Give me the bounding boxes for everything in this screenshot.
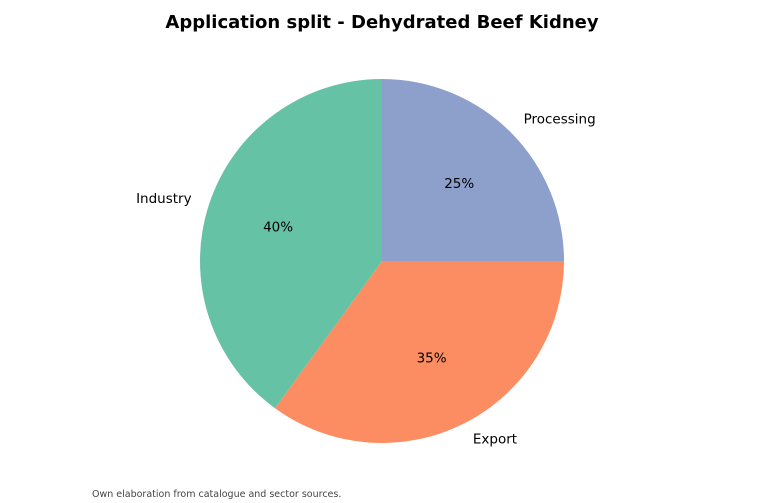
source-note: Own elaboration from catalogue and secto…: [92, 489, 342, 500]
chart-title: Application split - Dehydrated Beef Kidn…: [165, 12, 598, 33]
pct-label-export: 35%: [417, 350, 447, 366]
slice-label-processing: Processing: [524, 111, 596, 127]
pie-labels: 25% Processing 35% Export 40% Industry: [136, 111, 596, 447]
pie-slice-industry: [199, 79, 382, 409]
slice-label-export: Export: [473, 431, 517, 447]
pie-slice-export: [275, 261, 564, 444]
pie-slices: [199, 79, 564, 444]
pct-label-processing: 25%: [444, 176, 474, 192]
pct-label-industry: 40%: [263, 219, 293, 235]
pie-slice-processing: [382, 79, 564, 261]
slice-label-industry: Industry: [136, 191, 192, 207]
